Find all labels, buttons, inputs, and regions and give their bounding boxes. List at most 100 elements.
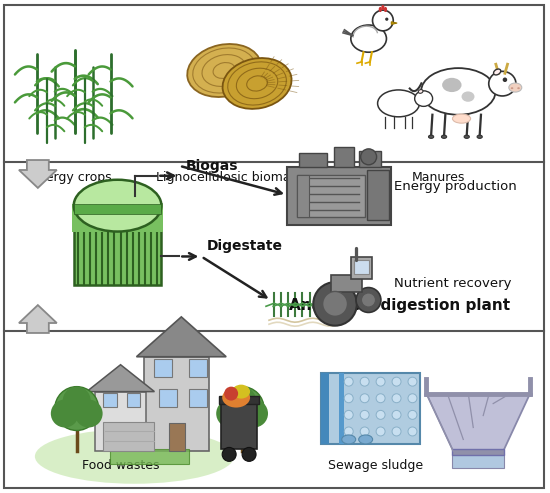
- Bar: [219, 395, 259, 404]
- Bar: [126, 392, 140, 407]
- Text: Anaerobic digestion plant: Anaerobic digestion plant: [289, 298, 510, 313]
- Circle shape: [408, 410, 417, 420]
- Circle shape: [503, 77, 507, 82]
- Circle shape: [392, 377, 401, 386]
- Circle shape: [220, 387, 264, 430]
- Circle shape: [224, 387, 238, 401]
- Text: Sewage sludge: Sewage sludge: [328, 458, 423, 472]
- Bar: [103, 392, 117, 407]
- Bar: [145, 357, 209, 452]
- Polygon shape: [87, 365, 155, 391]
- Bar: [72, 204, 163, 232]
- Bar: [354, 260, 369, 275]
- Bar: [334, 147, 354, 167]
- Circle shape: [408, 394, 417, 403]
- Ellipse shape: [511, 87, 513, 89]
- Circle shape: [361, 149, 377, 165]
- Text: Manures: Manures: [412, 172, 465, 184]
- Circle shape: [408, 377, 417, 386]
- Ellipse shape: [442, 135, 447, 139]
- Ellipse shape: [74, 180, 161, 232]
- Bar: [331, 275, 362, 292]
- Text: Food wastes: Food wastes: [82, 458, 160, 472]
- Bar: [155, 359, 172, 377]
- Circle shape: [361, 293, 376, 307]
- Ellipse shape: [379, 7, 382, 12]
- Bar: [103, 422, 155, 452]
- Circle shape: [55, 387, 98, 430]
- Circle shape: [376, 410, 385, 420]
- Bar: [189, 388, 207, 407]
- Bar: [321, 373, 329, 444]
- Ellipse shape: [489, 71, 516, 96]
- Polygon shape: [391, 22, 397, 24]
- Text: Digestate: Digestate: [207, 240, 283, 253]
- Circle shape: [222, 448, 236, 461]
- Bar: [221, 402, 257, 450]
- Ellipse shape: [493, 69, 501, 75]
- Ellipse shape: [477, 135, 482, 139]
- Circle shape: [356, 287, 381, 313]
- Circle shape: [63, 387, 91, 415]
- Ellipse shape: [232, 385, 250, 398]
- Circle shape: [376, 377, 385, 386]
- Circle shape: [51, 400, 79, 427]
- Ellipse shape: [359, 435, 372, 444]
- Bar: [160, 388, 177, 407]
- Circle shape: [323, 291, 348, 317]
- Ellipse shape: [351, 25, 387, 52]
- Circle shape: [360, 377, 369, 386]
- Text: Energy production: Energy production: [394, 180, 516, 193]
- Circle shape: [360, 394, 369, 403]
- Bar: [339, 373, 344, 444]
- Ellipse shape: [453, 114, 471, 123]
- Ellipse shape: [517, 87, 520, 89]
- Ellipse shape: [461, 91, 475, 102]
- Bar: [74, 204, 161, 285]
- Circle shape: [228, 387, 256, 415]
- FancyArrow shape: [19, 160, 57, 188]
- Ellipse shape: [509, 83, 522, 92]
- Ellipse shape: [419, 90, 423, 93]
- Ellipse shape: [378, 90, 420, 117]
- FancyArrow shape: [19, 305, 57, 333]
- Bar: [169, 423, 185, 452]
- Circle shape: [392, 394, 401, 403]
- Bar: [74, 204, 161, 213]
- Circle shape: [376, 394, 385, 403]
- Circle shape: [392, 410, 401, 420]
- Bar: [299, 153, 327, 167]
- Circle shape: [344, 394, 353, 403]
- Circle shape: [216, 400, 244, 427]
- Text: Energy crops: Energy crops: [30, 172, 112, 184]
- Circle shape: [242, 448, 256, 461]
- Ellipse shape: [35, 429, 234, 484]
- Ellipse shape: [223, 58, 292, 109]
- Bar: [287, 167, 390, 225]
- Ellipse shape: [464, 135, 469, 139]
- Bar: [359, 151, 381, 167]
- Bar: [367, 170, 388, 219]
- Bar: [297, 175, 309, 216]
- Bar: [189, 359, 207, 377]
- Ellipse shape: [415, 91, 433, 106]
- Circle shape: [240, 400, 268, 427]
- Bar: [452, 455, 504, 468]
- Ellipse shape: [222, 387, 250, 408]
- Circle shape: [75, 400, 103, 427]
- Text: Biogas: Biogas: [185, 159, 238, 173]
- Bar: [95, 391, 146, 452]
- Circle shape: [314, 282, 357, 326]
- Text: Lignocellulosic biomass: Lignocellulosic biomass: [156, 172, 304, 184]
- Ellipse shape: [442, 78, 461, 92]
- Circle shape: [392, 427, 401, 436]
- Bar: [297, 175, 365, 216]
- Circle shape: [344, 427, 353, 436]
- Bar: [109, 450, 189, 464]
- Circle shape: [344, 377, 353, 386]
- Bar: [452, 450, 504, 456]
- Bar: [74, 204, 161, 213]
- Circle shape: [408, 427, 417, 436]
- Circle shape: [385, 18, 388, 21]
- Circle shape: [376, 427, 385, 436]
